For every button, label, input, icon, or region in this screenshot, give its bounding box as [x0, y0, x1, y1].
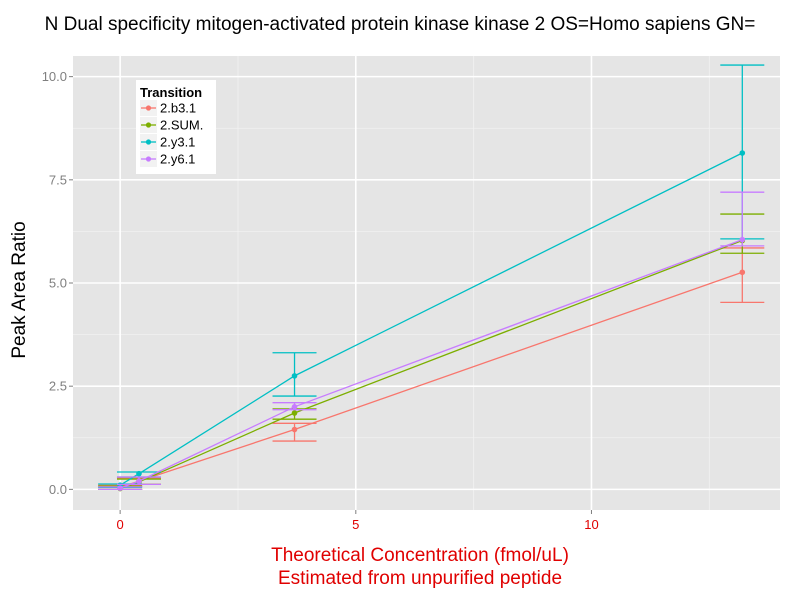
data-point — [291, 410, 298, 416]
data-point — [739, 269, 746, 276]
data-point — [739, 236, 746, 243]
legend-key-point — [145, 139, 152, 145]
series-2.y6.1 — [98, 191, 765, 491]
y-axis-label: Peak Area Ratio — [9, 221, 30, 358]
data-point — [739, 150, 746, 156]
legend-key-point — [145, 156, 152, 162]
data-point — [291, 426, 298, 433]
x-axis: 0 5 10 — [117, 510, 599, 532]
data-point — [291, 373, 298, 379]
legend-label: 2.SUM. — [160, 118, 203, 133]
y-axis: 0.0 2.5 5.0 7.5 10.0 — [42, 69, 73, 497]
x-axis-label-line2: Estimated from unpurified peptide — [278, 568, 562, 589]
series-group — [98, 64, 765, 492]
y-tick-label: 5.0 — [49, 276, 67, 291]
data-point — [117, 485, 123, 491]
legend-title: Transition — [140, 85, 202, 100]
data-point — [136, 478, 142, 484]
chart-title: N Dual specificity mitogen-activated pro… — [45, 14, 756, 35]
data-point — [136, 470, 142, 477]
legend: Transition 2.b3.1 2.SUM. 2.y3.1 2.y6.1 — [136, 80, 216, 174]
y-tick-label: 10.0 — [42, 69, 67, 84]
legend-label: 2.y3.1 — [160, 135, 195, 150]
x-axis-label-line1: Theoretical Concentration (fmol/uL) — [271, 545, 569, 566]
x-tick-label: 5 — [352, 517, 359, 532]
y-tick-label: 7.5 — [49, 172, 67, 187]
legend-key-point — [145, 105, 152, 111]
legend-key-point — [145, 122, 152, 128]
data-point — [291, 404, 298, 410]
series-line — [119, 152, 743, 486]
y-tick-label: 2.5 — [49, 379, 67, 394]
x-tick-label: 10 — [584, 517, 598, 532]
legend-label: 2.b3.1 — [160, 101, 196, 116]
grid — [73, 56, 780, 510]
y-tick-label: 0.0 — [49, 482, 67, 497]
legend-label: 2.y6.1 — [160, 152, 195, 167]
x-tick-label: 0 — [117, 517, 124, 532]
